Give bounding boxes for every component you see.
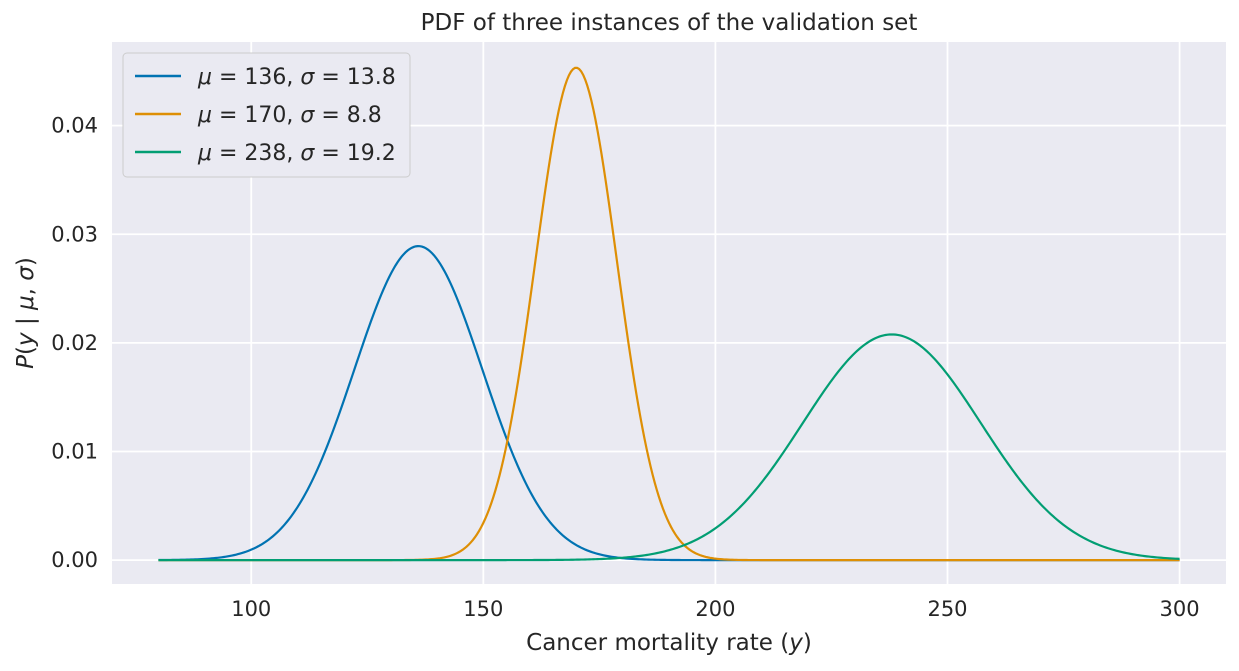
legend: μ = 136, σ = 13.8 μ = 170, σ = 8.8 μ = 238… [122,52,411,178]
y-tick-label: 0.01 [51,439,98,463]
y-tick-label: 0.00 [51,548,98,572]
x-tick-label: 250 [927,597,967,621]
legend-label: μ = 136, σ = 13.8 [197,65,396,90]
y-tick-label: 0.02 [51,331,98,355]
series-lines [158,66,1180,562]
legend-label: μ = 238, σ = 19.2 [197,141,396,166]
legend-label: μ = 170, σ = 8.8 [197,103,382,128]
y-tick-label: 0.03 [51,222,98,246]
legend-box [122,52,411,178]
series-line-3 [158,333,1180,562]
x-tick-label: 300 [1160,597,1200,621]
x-tick-label: 150 [463,597,503,621]
x-tick-label: 200 [695,597,735,621]
y-axis-label: P(y | μ, σ) [13,257,39,369]
x-axis-label: Cancer mortality rate (y) [526,630,812,656]
y-tick-label: 0.04 [51,114,98,138]
x-tick-labels: 100 150 200 250 300 [231,597,1199,621]
chart-title: PDF of three instances of the validation… [421,10,918,36]
y-tick-labels: 0.00 0.01 0.02 0.03 0.04 [51,114,98,572]
x-tick-label: 100 [231,597,271,621]
